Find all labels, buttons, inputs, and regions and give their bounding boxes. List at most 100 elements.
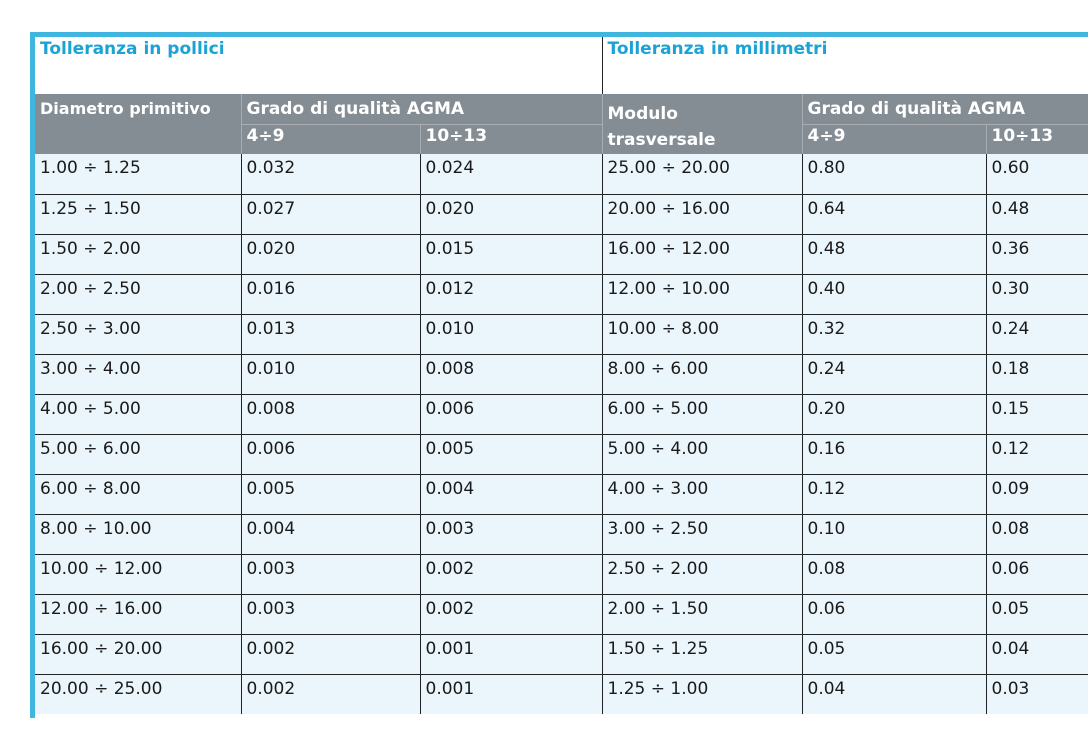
module-range-cell: 25.00 ÷ 20.00 xyxy=(602,154,803,195)
table-row: 1.50 ÷ 2.00 0.020 0.015 16.00 ÷ 12.00 0.48 0.… xyxy=(35,234,1088,275)
module-range-cell: 12.00 ÷ 10.00 xyxy=(602,274,803,315)
millimeters-section-title: Tolleranza in millimetri xyxy=(602,37,1088,94)
table-row: 6.00 ÷ 8.00 0.005 0.004 4.00 ÷ 3.00 0.12 0.09 xyxy=(35,474,1088,515)
inches-grade-4-9-header: 4÷9 xyxy=(240,123,420,154)
inches-grade-10-13-cell: 0.003 xyxy=(420,514,603,555)
diameter-column-header: Diametro primitivo xyxy=(35,94,241,154)
table-row: 2.50 ÷ 3.00 0.013 0.010 10.00 ÷ 8.00 0.32 0.2… xyxy=(35,314,1088,355)
module-range-cell: 1.25 ÷ 1.00 xyxy=(602,674,803,714)
mm-grade-4-9-cell: 0.32 xyxy=(802,314,987,355)
mm-grade-4-9-cell: 0.80 xyxy=(802,154,987,195)
millimeters-grade-10-13-header: 10÷13 xyxy=(985,123,1088,154)
inches-grade-4-9-cell: 0.010 xyxy=(241,354,421,395)
module-header-line1: Modulo xyxy=(607,104,678,124)
diameter-range-cell: 10.00 ÷ 12.00 xyxy=(35,554,242,595)
table-row: 2.00 ÷ 2.50 0.016 0.012 12.00 ÷ 10.00 0.40 0.… xyxy=(35,274,1088,315)
tolerance-table: Tolleranza in pollici Tolleranza in mill… xyxy=(35,37,1088,714)
module-range-cell: 3.00 ÷ 2.50 xyxy=(602,514,803,555)
diameter-range-cell: 1.00 ÷ 1.25 xyxy=(35,154,242,195)
mm-grade-4-9-cell: 0.20 xyxy=(802,394,987,435)
mm-grade-10-13-cell: 0.04 xyxy=(986,634,1088,675)
mm-grade-4-9-cell: 0.04 xyxy=(802,674,987,714)
diameter-range-cell: 12.00 ÷ 16.00 xyxy=(35,594,242,635)
inches-grade-10-13-cell: 0.002 xyxy=(420,554,603,595)
diameter-range-cell: 2.50 ÷ 3.00 xyxy=(35,314,242,355)
inches-grade-10-13-cell: 0.024 xyxy=(420,154,603,195)
diameter-range-cell: 1.25 ÷ 1.50 xyxy=(35,194,242,235)
inches-grade-10-13-cell: 0.012 xyxy=(420,274,603,315)
inches-grade-4-9-cell: 0.005 xyxy=(241,474,421,515)
mm-grade-10-13-cell: 0.15 xyxy=(986,394,1088,435)
mm-grade-4-9-cell: 0.24 xyxy=(802,354,987,395)
inches-grade-10-13-cell: 0.005 xyxy=(420,434,603,475)
diameter-range-cell: 6.00 ÷ 8.00 xyxy=(35,474,242,515)
module-column-header: Modulo trasversale xyxy=(601,94,802,154)
inches-grade-4-9-cell: 0.002 xyxy=(241,634,421,675)
table-row: 16.00 ÷ 20.00 0.002 0.001 1.50 ÷ 1.25 0.05 0.… xyxy=(35,634,1088,675)
table-row: 8.00 ÷ 10.00 0.004 0.003 3.00 ÷ 2.50 0.10 0.0… xyxy=(35,514,1088,555)
mm-grade-4-9-cell: 0.48 xyxy=(802,234,987,275)
module-range-cell: 6.00 ÷ 5.00 xyxy=(602,394,803,435)
module-range-cell: 16.00 ÷ 12.00 xyxy=(602,234,803,275)
module-range-cell: 1.50 ÷ 1.25 xyxy=(602,634,803,675)
mm-grade-4-9-cell: 0.08 xyxy=(802,554,987,595)
millimeters-grade-4-9-header: 4÷9 xyxy=(801,123,986,154)
inches-grade-10-13-cell: 0.002 xyxy=(420,594,603,635)
inches-grade-10-13-cell: 0.008 xyxy=(420,354,603,395)
diameter-range-cell: 4.00 ÷ 5.00 xyxy=(35,394,242,435)
inches-grade-10-13-cell: 0.020 xyxy=(420,194,603,235)
inches-grade-10-13-cell: 0.010 xyxy=(420,314,603,355)
tolerance-table-body: 1.00 ÷ 1.25 0.032 0.024 25.00 ÷ 20.00 0.80 0.… xyxy=(35,154,1088,714)
mm-grade-10-13-cell: 0.03 xyxy=(986,674,1088,714)
module-header-line2: trasversale xyxy=(607,130,716,150)
mm-grade-10-13-cell: 0.30 xyxy=(986,274,1088,315)
inches-grade-4-9-cell: 0.027 xyxy=(241,194,421,235)
tolerance-table-frame: Tolleranza in pollici Tolleranza in mill… xyxy=(30,32,1088,718)
table-row: 12.00 ÷ 16.00 0.003 0.002 2.00 ÷ 1.50 0.06 0.… xyxy=(35,594,1088,635)
table-row: 1.25 ÷ 1.50 0.027 0.020 20.00 ÷ 16.00 0.64 0.… xyxy=(35,194,1088,235)
inches-grade-4-9-cell: 0.013 xyxy=(241,314,421,355)
diameter-range-cell: 1.50 ÷ 2.00 xyxy=(35,234,242,275)
table-row: 20.00 ÷ 25.00 0.002 0.001 1.25 ÷ 1.00 0.04 0.… xyxy=(35,674,1088,714)
inches-grade-4-9-cell: 0.006 xyxy=(241,434,421,475)
diameter-range-cell: 2.00 ÷ 2.50 xyxy=(35,274,242,315)
module-range-cell: 4.00 ÷ 3.00 xyxy=(602,474,803,515)
diameter-range-cell: 5.00 ÷ 6.00 xyxy=(35,434,242,475)
diameter-range-cell: 3.00 ÷ 4.00 xyxy=(35,354,242,395)
diameter-range-cell: 16.00 ÷ 20.00 xyxy=(35,634,242,675)
inches-grade-4-9-cell: 0.020 xyxy=(241,234,421,275)
table-row: 4.00 ÷ 5.00 0.008 0.006 6.00 ÷ 5.00 0.20 0.15 xyxy=(35,394,1088,435)
mm-grade-10-13-cell: 0.12 xyxy=(986,434,1088,475)
mm-grade-10-13-cell: 0.08 xyxy=(986,514,1088,555)
mm-grade-4-9-cell: 0.10 xyxy=(802,514,987,555)
mm-grade-4-9-cell: 0.12 xyxy=(802,474,987,515)
inches-section-title: Tolleranza in pollici xyxy=(35,37,603,94)
mm-grade-4-9-cell: 0.05 xyxy=(802,634,987,675)
module-range-cell: 20.00 ÷ 16.00 xyxy=(602,194,803,235)
mm-grade-10-13-cell: 0.18 xyxy=(986,354,1088,395)
mm-grade-10-13-cell: 0.24 xyxy=(986,314,1088,355)
table-row: 5.00 ÷ 6.00 0.006 0.005 5.00 ÷ 4.00 0.16 0.12 xyxy=(35,434,1088,475)
inches-grade-4-9-cell: 0.008 xyxy=(241,394,421,435)
inches-grade-10-13-cell: 0.001 xyxy=(420,674,603,714)
table-row: 3.00 ÷ 4.00 0.010 0.008 8.00 ÷ 6.00 0.24 0.18 xyxy=(35,354,1088,395)
mm-grade-10-13-cell: 0.48 xyxy=(986,194,1088,235)
inches-grade-10-13-cell: 0.004 xyxy=(420,474,603,515)
module-range-cell: 10.00 ÷ 8.00 xyxy=(602,314,803,355)
inches-grade-10-13-cell: 0.001 xyxy=(420,634,603,675)
inches-grade-10-13-cell: 0.015 xyxy=(420,234,603,275)
mm-grade-4-9-cell: 0.16 xyxy=(802,434,987,475)
module-range-cell: 2.00 ÷ 1.50 xyxy=(602,594,803,635)
mm-grade-10-13-cell: 0.36 xyxy=(986,234,1088,275)
inches-grade-4-9-cell: 0.032 xyxy=(241,154,421,195)
inches-grade-header: Grado di qualità AGMA xyxy=(240,94,602,124)
module-range-cell: 8.00 ÷ 6.00 xyxy=(602,354,803,395)
mm-grade-10-13-cell: 0.06 xyxy=(986,554,1088,595)
diameter-range-cell: 8.00 ÷ 10.00 xyxy=(35,514,242,555)
module-range-cell: 2.50 ÷ 2.00 xyxy=(602,554,803,595)
mm-grade-10-13-cell: 0.09 xyxy=(986,474,1088,515)
inches-grade-10-13-header: 10÷13 xyxy=(419,123,602,154)
table-row: 10.00 ÷ 12.00 0.003 0.002 2.50 ÷ 2.00 0.08 0.… xyxy=(35,554,1088,595)
mm-grade-4-9-cell: 0.64 xyxy=(802,194,987,235)
inches-grade-4-9-cell: 0.002 xyxy=(241,674,421,714)
